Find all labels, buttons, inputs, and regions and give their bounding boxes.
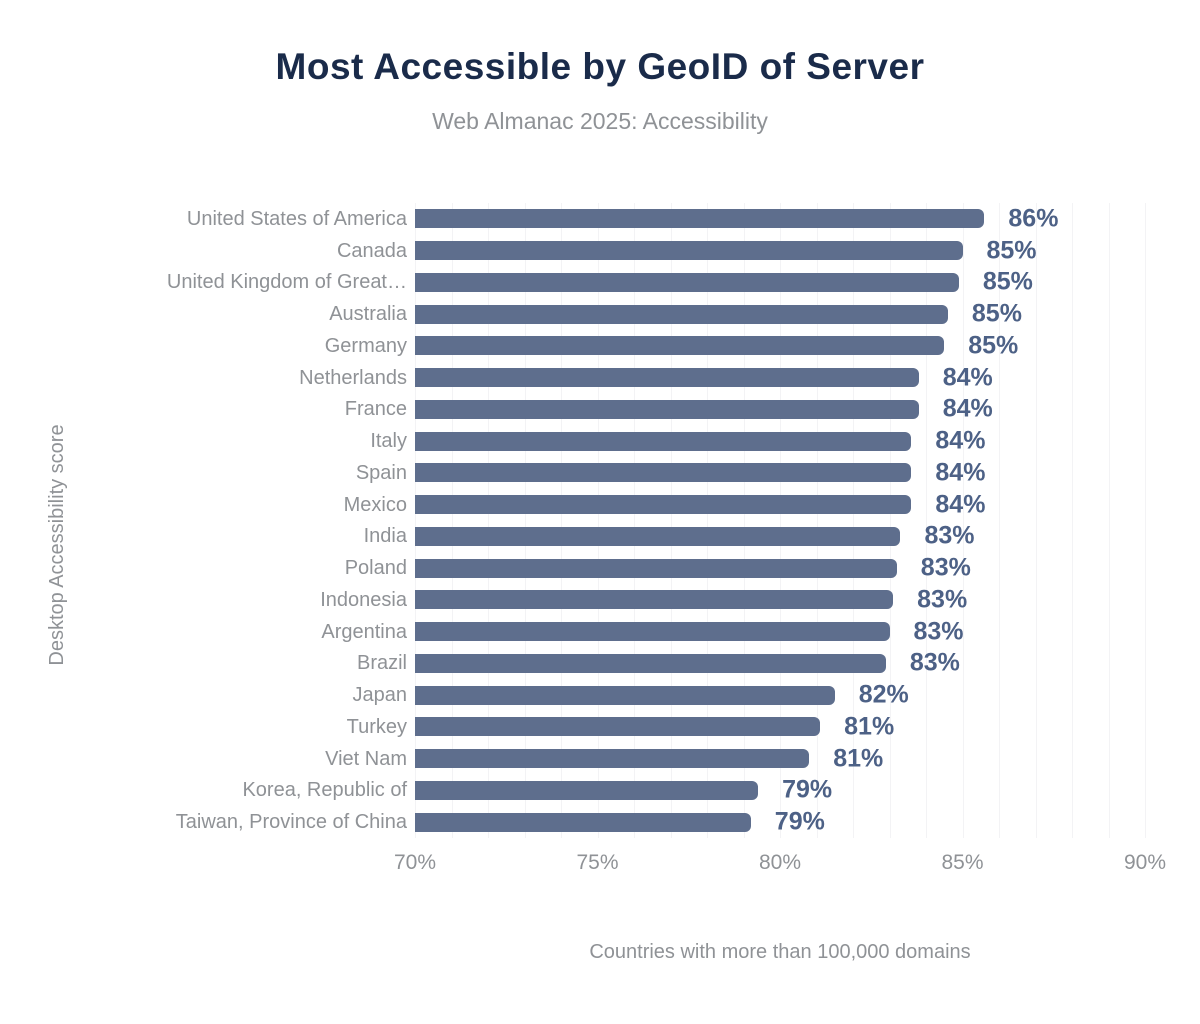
gridline bbox=[670, 203, 672, 838]
value-label: 82% bbox=[858, 680, 909, 709]
country-label: Poland bbox=[344, 557, 407, 580]
country-label: Argentina bbox=[321, 620, 407, 643]
x-axis-tick: 90% bbox=[1123, 851, 1167, 874]
country-label: Australia bbox=[329, 303, 407, 326]
bar bbox=[415, 526, 901, 546]
country-label: Canada bbox=[336, 239, 407, 262]
gridline bbox=[1072, 203, 1073, 838]
x-axis-tick: 80% bbox=[758, 851, 802, 874]
gridline bbox=[962, 203, 964, 838]
bar bbox=[415, 780, 759, 800]
bar bbox=[415, 368, 919, 388]
country-label: Taiwan, Province of China bbox=[175, 811, 407, 834]
bar bbox=[415, 622, 890, 642]
plot-area: 86% 85% 85% 85% 85% 84% 84% 84% 84% 84% 83% 83% 83% 8… bbox=[415, 203, 1146, 838]
country-label: Japan bbox=[352, 684, 408, 707]
value-label: 79% bbox=[774, 807, 825, 836]
x-axis-tick: 85% bbox=[941, 851, 984, 874]
bar bbox=[415, 431, 912, 451]
x-axis-tick: 75% bbox=[576, 851, 619, 874]
country-label: Turkey bbox=[346, 715, 407, 738]
bar bbox=[415, 463, 912, 483]
gridline bbox=[707, 203, 708, 838]
country-label: India bbox=[363, 525, 407, 548]
chart-title: Most Accessible by GeoID of Server bbox=[275, 46, 925, 87]
value-label: 81% bbox=[833, 744, 884, 773]
value-label: 85% bbox=[986, 236, 1037, 265]
bar bbox=[415, 272, 959, 292]
gridline bbox=[634, 203, 635, 838]
country-label: Indonesia bbox=[320, 588, 407, 611]
value-label: 84% bbox=[942, 363, 993, 392]
bar bbox=[415, 241, 963, 261]
value-label: 79% bbox=[782, 775, 833, 804]
country-label: Spain bbox=[355, 461, 407, 484]
bar bbox=[415, 717, 821, 737]
value-label: 83% bbox=[920, 553, 971, 582]
bar bbox=[415, 685, 835, 705]
gridline bbox=[743, 203, 745, 838]
gridline bbox=[999, 203, 1000, 838]
gridline bbox=[415, 203, 416, 838]
bar bbox=[415, 336, 945, 356]
bar bbox=[415, 590, 894, 610]
gridline bbox=[524, 203, 526, 838]
chart-subtitle: Web Almanac 2025: Accessibility bbox=[432, 108, 768, 134]
value-label: 84% bbox=[935, 458, 986, 487]
gridline bbox=[451, 203, 453, 838]
value-label: 85% bbox=[982, 267, 1033, 296]
value-label: 83% bbox=[913, 617, 964, 646]
gridline bbox=[1108, 203, 1110, 838]
gridline bbox=[816, 203, 818, 838]
gridline bbox=[926, 203, 927, 838]
x-axis: 70% 75% 80% 85% 90% bbox=[394, 846, 1166, 880]
country-label: Italy bbox=[370, 430, 407, 453]
country-label: Mexico bbox=[343, 493, 407, 516]
gridline bbox=[597, 203, 599, 838]
value-label: 85% bbox=[968, 331, 1019, 360]
value-label: 85% bbox=[971, 299, 1022, 328]
value-label: 84% bbox=[942, 394, 993, 423]
country-label: United Kingdom of Great… bbox=[166, 271, 407, 294]
value-label: 84% bbox=[935, 426, 986, 455]
value-label: 83% bbox=[917, 585, 968, 614]
value-label: 86% bbox=[1008, 204, 1059, 233]
gridline bbox=[1145, 203, 1146, 838]
category-label-column: United States of America Canada United Kin… bbox=[0, 203, 407, 838]
bar bbox=[415, 304, 948, 324]
gridline bbox=[488, 203, 489, 838]
bar bbox=[415, 495, 912, 515]
gridline bbox=[561, 203, 562, 838]
value-label: 83% bbox=[909, 648, 960, 677]
country-label: Viet Nam bbox=[325, 747, 407, 770]
country-label: Germany bbox=[324, 334, 407, 357]
gridline bbox=[853, 203, 854, 838]
chart-caption: Countries with more than 100,000 domains bbox=[589, 941, 971, 963]
country-label: Brazil bbox=[356, 652, 407, 675]
country-label: Korea, Republic of bbox=[242, 779, 407, 802]
bar bbox=[415, 558, 897, 578]
bar bbox=[415, 749, 810, 769]
country-label: Netherlands bbox=[299, 366, 407, 389]
bar bbox=[415, 209, 985, 229]
bar bbox=[415, 653, 886, 673]
bar bbox=[415, 399, 919, 419]
gridline bbox=[889, 203, 891, 838]
value-label: 81% bbox=[844, 712, 895, 741]
country-label: United States of America bbox=[186, 207, 407, 230]
country-label: France bbox=[344, 398, 407, 421]
value-label: 83% bbox=[924, 521, 975, 550]
gridline bbox=[1035, 203, 1037, 838]
value-label: 84% bbox=[935, 490, 986, 519]
gridline bbox=[780, 203, 781, 838]
bar bbox=[415, 812, 751, 832]
x-axis-tick: 70% bbox=[393, 851, 437, 874]
